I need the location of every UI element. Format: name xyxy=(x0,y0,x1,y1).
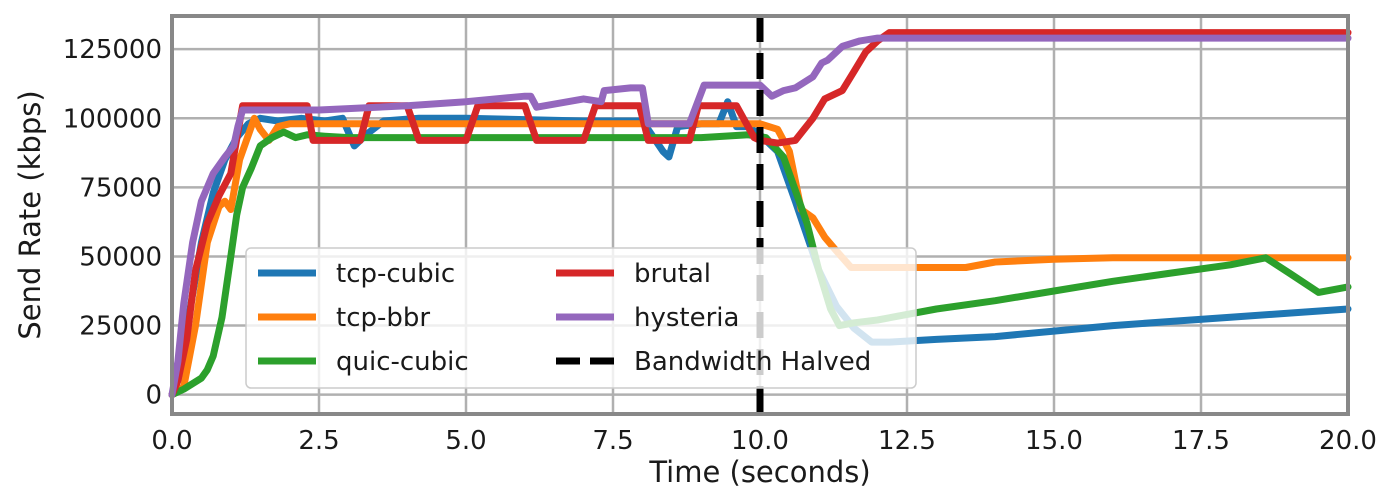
x-tick-label: 17.5 xyxy=(1172,426,1230,456)
series-lines xyxy=(168,29,1352,399)
legend: tcp-cubic brutal tcp-bbr hysteria quic-cubic… xyxy=(245,247,917,389)
y-tick-label: 0 xyxy=(145,381,162,411)
x-tick-label: 15.0 xyxy=(1025,426,1083,456)
series-line-tcp-bbr xyxy=(168,114,1352,399)
plot-frame xyxy=(170,14,1350,416)
x-tick-label: 2.5 xyxy=(298,426,339,456)
legend-label: tcp-cubic xyxy=(336,259,455,289)
series-line-hysteria xyxy=(168,34,1352,399)
x-tick-label: 0.0 xyxy=(151,426,192,456)
legend-label: quic-cubic xyxy=(336,347,469,377)
x-tick-label: 5.0 xyxy=(445,426,486,456)
legend-label: Bandwidth Halved xyxy=(634,347,871,377)
x-tick-label: 20.0 xyxy=(1319,426,1377,456)
x-tick-label: 12.5 xyxy=(878,426,936,456)
y-tick-labels: 0 25000 50000 75000 100000 125000 xyxy=(63,35,162,410)
x-axis-label: Time (seconds) xyxy=(648,455,870,489)
y-tick-label: 50000 xyxy=(79,242,162,272)
legend-label: tcp-bbr xyxy=(336,303,430,333)
legend-label: brutal xyxy=(634,259,711,289)
y-tick-label: 75000 xyxy=(79,173,162,203)
x-tick-labels: 0.0 2.5 5.0 7.5 10.0 12.5 15.0 17.5 20.0 xyxy=(151,426,1377,456)
legend-label: hysteria xyxy=(634,303,739,333)
y-tick-label: 25000 xyxy=(79,312,162,342)
x-tick-label: 7.5 xyxy=(592,426,633,456)
x-tick-label: 10.0 xyxy=(731,426,789,456)
y-tick-label: 100000 xyxy=(63,104,162,134)
y-tick-label: 125000 xyxy=(63,35,162,65)
y-axis-label: Send Rate (kbps) xyxy=(13,90,47,339)
